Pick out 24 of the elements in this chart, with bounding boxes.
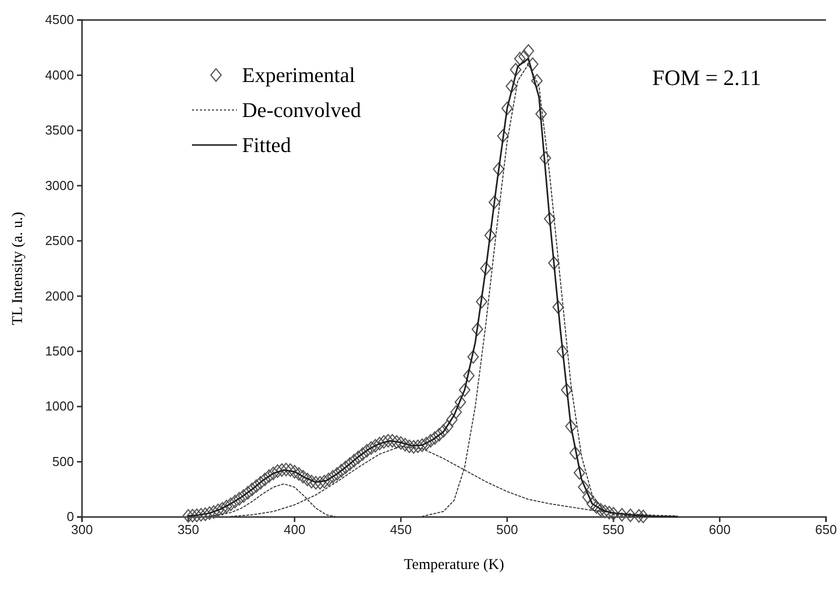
annotation: FOM = 2.11 bbox=[652, 65, 761, 90]
y-tick-label: 500 bbox=[52, 454, 74, 469]
x-tick-label: 450 bbox=[390, 522, 412, 538]
legend-label: Fitted bbox=[242, 133, 292, 157]
y-tick-label: 2500 bbox=[45, 233, 74, 248]
y-tick-label: 0 bbox=[66, 509, 74, 524]
x-tick-label: 550 bbox=[602, 522, 624, 538]
y-tick-label: 3500 bbox=[45, 122, 74, 138]
x-tick-label: 650 bbox=[815, 522, 837, 538]
y-axis-title: TL Intensity (a. u.) bbox=[10, 212, 26, 326]
x-tick-label: 400 bbox=[284, 522, 306, 538]
x-tick-label: 350 bbox=[177, 522, 200, 538]
x-tick-label: 600 bbox=[708, 522, 731, 538]
y-tick-label: 4000 bbox=[45, 67, 74, 82]
y-tick-label: 3000 bbox=[45, 178, 74, 193]
x-tick-label: 300 bbox=[71, 522, 93, 538]
y-tick-label: 2000 bbox=[45, 288, 74, 304]
legend-label: Experimental bbox=[242, 63, 356, 87]
y-tick-label: 4500 bbox=[45, 12, 74, 28]
legend-label: De-convolved bbox=[242, 98, 362, 122]
y-tick-label: 1500 bbox=[45, 343, 74, 358]
y-tick-label: 1000 bbox=[45, 398, 74, 414]
x-axis-title: Temperature (K) bbox=[404, 557, 504, 573]
x-tick-label: 500 bbox=[496, 522, 518, 538]
